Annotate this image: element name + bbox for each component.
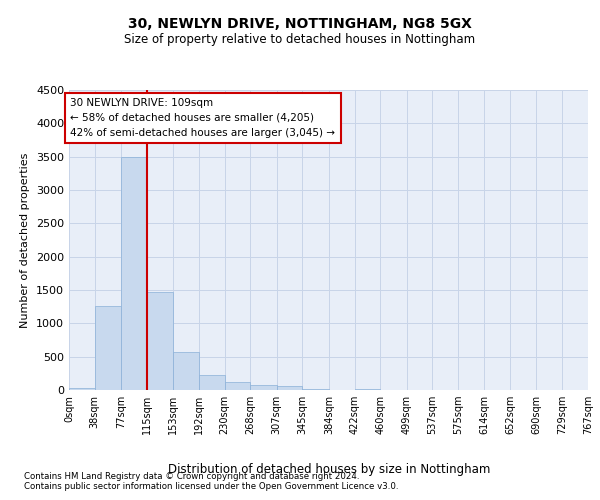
Text: Distribution of detached houses by size in Nottingham: Distribution of detached houses by size … [167, 462, 490, 475]
Bar [250, 384, 277, 390]
Text: Contains public sector information licensed under the Open Government Licence v3: Contains public sector information licen… [24, 482, 398, 491]
Bar [121, 156, 147, 390]
Bar [147, 292, 173, 390]
Text: Size of property relative to detached houses in Nottingham: Size of property relative to detached ho… [124, 32, 476, 46]
Bar [224, 382, 250, 390]
Y-axis label: Number of detached properties: Number of detached properties [20, 152, 31, 328]
Text: Contains HM Land Registry data © Crown copyright and database right 2024.: Contains HM Land Registry data © Crown c… [24, 472, 359, 481]
Bar [277, 386, 302, 390]
Bar [95, 306, 121, 390]
Text: 30 NEWLYN DRIVE: 109sqm
← 58% of detached houses are smaller (4,205)
42% of semi: 30 NEWLYN DRIVE: 109sqm ← 58% of detache… [70, 98, 335, 138]
Bar [173, 352, 199, 390]
Bar [199, 375, 224, 390]
Text: 30, NEWLYN DRIVE, NOTTINGHAM, NG8 5GX: 30, NEWLYN DRIVE, NOTTINGHAM, NG8 5GX [128, 18, 472, 32]
Bar [69, 388, 95, 390]
